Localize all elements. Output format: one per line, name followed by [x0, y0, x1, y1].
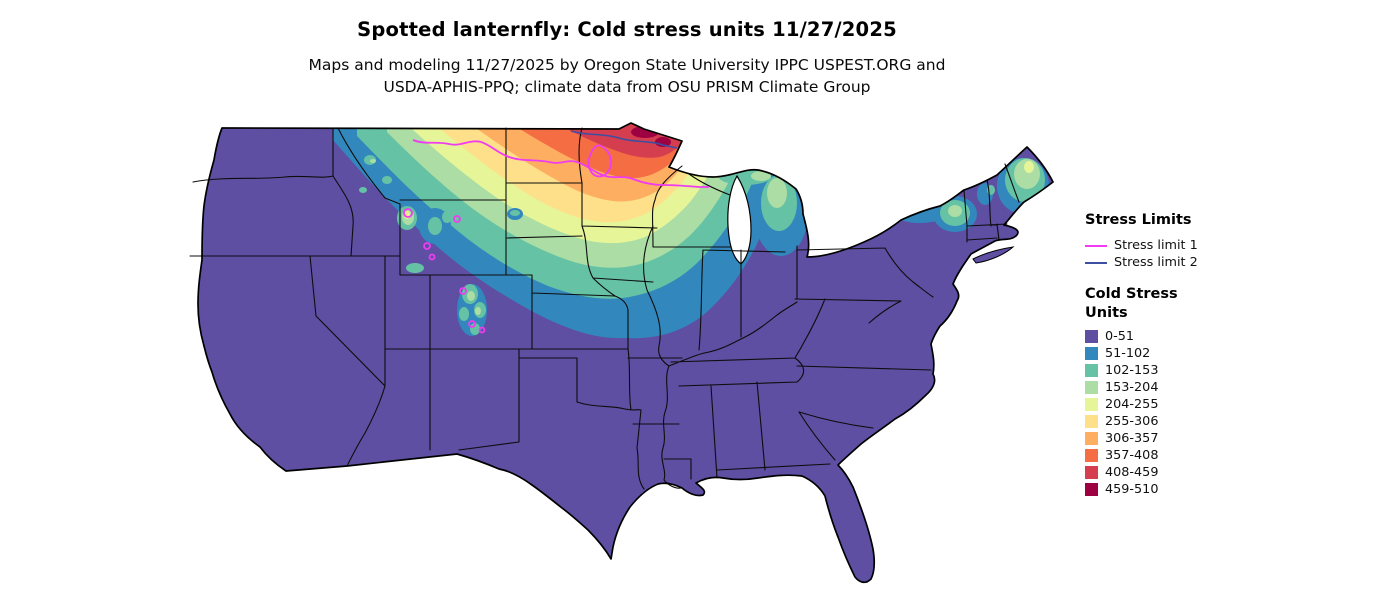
- subtitle-line1: Maps and modeling 11/27/2025 by Oregon S…: [308, 56, 946, 74]
- cold-stress-units-title-line1: Cold Stress: [1085, 286, 1178, 302]
- color-swatch: [1085, 347, 1098, 360]
- stress-limit-1-dot: [403, 208, 413, 218]
- stress-limit-1-loop: [587, 144, 612, 178]
- state-border-lines: [189, 127, 1020, 490]
- stress-limit-2-label: Stress limit 2: [1114, 255, 1198, 270]
- long-island: [972, 246, 1015, 264]
- color-swatch: [1085, 398, 1098, 411]
- legend-class-row: 408-459: [1085, 464, 1245, 481]
- legend-class-row: 153-204: [1085, 379, 1245, 396]
- stress-limit-1-line-sample: [1085, 244, 1107, 247]
- color-swatch: [1085, 381, 1098, 394]
- terrain-patch: [382, 176, 392, 184]
- legend-class-row: 0-51: [1085, 328, 1245, 345]
- color-swatch: [1085, 449, 1098, 462]
- stress-limits-title: Stress Limits: [1085, 212, 1192, 228]
- class-label: 459-510: [1105, 482, 1159, 497]
- class-label: 204-255: [1105, 397, 1159, 412]
- map-figure: [185, 118, 1065, 594]
- class-label: 51-102: [1105, 346, 1151, 361]
- terrain-patch: [475, 307, 481, 315]
- terrain-patch: [1024, 161, 1034, 173]
- class-label: 153-204: [1105, 380, 1159, 395]
- terrain-patch: [948, 205, 962, 217]
- color-swatch: [1085, 432, 1098, 445]
- legend-class-row: 357-408: [1085, 447, 1245, 464]
- stress-limit-item-1: Stress limit 1: [1085, 237, 1245, 254]
- terrain-patch: [428, 217, 442, 235]
- class-label: 255-306: [1105, 414, 1159, 429]
- terrain-patch: [359, 187, 367, 193]
- legend-class-row: 459-510: [1085, 481, 1245, 498]
- terrain-patch: [370, 159, 376, 163]
- stress-limit-2-line: [570, 130, 678, 149]
- legend-class-row: 255-306: [1085, 413, 1245, 430]
- class-label: 102-153: [1105, 363, 1159, 378]
- terrain-patch: [406, 263, 424, 273]
- page-title: Spotted lanternfly: Cold stress units 11…: [357, 18, 897, 41]
- terrain-patch: [442, 211, 452, 223]
- class-label: 0-51: [1105, 329, 1135, 344]
- terrain-patch: [767, 178, 787, 208]
- color-swatch: [1085, 364, 1098, 377]
- stress-limit-1-dot: [428, 253, 436, 261]
- legend-class-row: 102-153: [1085, 362, 1245, 379]
- stress-limit-1-contour: [403, 139, 709, 334]
- us-cold-stress-map: [189, 122, 1054, 584]
- color-swatch: [1085, 330, 1098, 343]
- stress-limits-items: Stress limit 1 Stress limit 2: [1085, 237, 1245, 271]
- legend-class-row: 204-255: [1085, 396, 1245, 413]
- stress-limit-1-label: Stress limit 1: [1114, 238, 1198, 253]
- cold-stress-legend-list: 0-51 51-102 102-153 153-204 204-255 255-…: [1085, 328, 1245, 498]
- us-outline: [197, 122, 1054, 584]
- color-swatch: [1085, 483, 1098, 496]
- title-block: Spotted lanternfly: Cold stress units 11…: [0, 18, 1254, 98]
- stress-limit-2-line-sample: [1085, 261, 1107, 264]
- stress-limit-1-dot: [478, 326, 486, 334]
- terrain-patch: [393, 165, 401, 171]
- stress-limit-1-dot: [468, 320, 476, 328]
- terrain-patch: [751, 171, 771, 181]
- state-borders: [189, 127, 1020, 490]
- terrain-patch: [405, 171, 417, 179]
- stress-limit-1-dot: [423, 242, 431, 250]
- terrain-patch: [510, 210, 520, 216]
- stress-limit-item-2: Stress limit 2: [1085, 254, 1245, 271]
- subtitle-line2: USDA-APHIS-PPQ; climate data from OSU PR…: [383, 78, 871, 96]
- cold-stress-legend: Cold Stress Units 0-51 51-102 102-153 15…: [1085, 285, 1245, 498]
- stress-limit-1-dot: [453, 215, 461, 223]
- legend-class-row: 51-102: [1085, 345, 1245, 362]
- class-label: 408-459: [1105, 465, 1159, 480]
- class-label: 306-357: [1105, 431, 1159, 446]
- color-swatch: [1085, 415, 1098, 428]
- terrain-patch: [467, 291, 475, 301]
- subtitle: Maps and modeling 11/27/2025 by Oregon S…: [0, 54, 1254, 98]
- stress-limit-1-line: [412, 139, 709, 188]
- color-swatch: [1085, 466, 1098, 479]
- stress-limit-2-contour: [570, 130, 678, 149]
- cold-stress-units-title-line2: Units: [1085, 305, 1128, 321]
- stress-limit-1-dot: [459, 287, 467, 295]
- terrain-patch: [470, 323, 480, 335]
- legend-class-row: 306-357: [1085, 430, 1245, 447]
- class-label: 357-408: [1105, 448, 1159, 463]
- legend: Stress Limits Stress limit 1 Stress limi…: [1085, 212, 1245, 498]
- terrain-patch: [459, 307, 469, 321]
